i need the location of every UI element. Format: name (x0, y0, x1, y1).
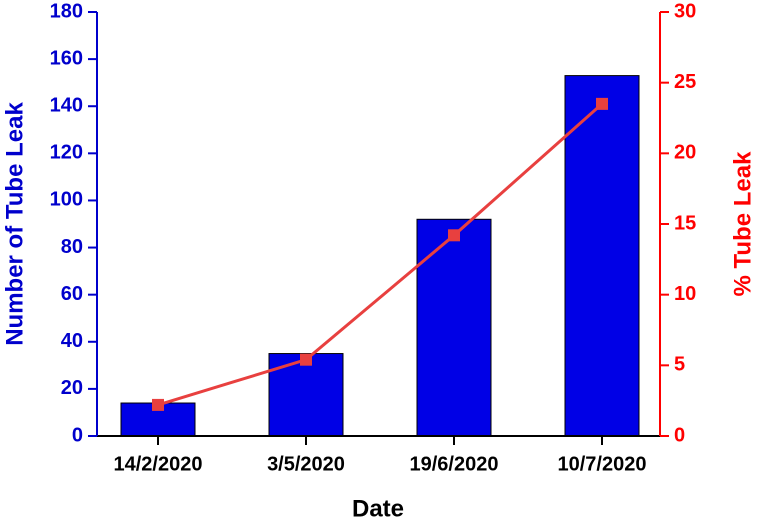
y2-tick-label: 5 (674, 354, 685, 376)
y-tick-label: 100 (50, 189, 83, 211)
y2-tick-label: 30 (674, 0, 696, 22)
y2-tick-label: 20 (674, 142, 696, 164)
x-axis-title: Date (352, 495, 404, 521)
marker (448, 229, 460, 242)
bar (564, 75, 640, 437)
line (157, 102, 603, 407)
bar (416, 218, 492, 437)
y-tick-label: 20 (61, 377, 83, 399)
y-tick-label: 0 (72, 424, 83, 446)
x-tick-label: 3/5/2020 (267, 453, 345, 475)
x-tick-label: 10/7/2020 (558, 453, 647, 475)
y2-tick-label: 10 (674, 283, 696, 305)
x-tick-label: 14/2/2020 (114, 453, 203, 475)
y-tick-label: 60 (61, 283, 83, 305)
y2-tick-label: 15 (674, 212, 696, 234)
y-tick-label: 80 (61, 236, 83, 258)
y2-tick-label: 25 (674, 71, 696, 93)
y-tick-label: 160 (50, 47, 83, 69)
y-tick-label: 140 (50, 95, 83, 117)
y2-tick-label: 0 (674, 424, 685, 446)
y-axis-title: Number of Tube Leak (1, 102, 28, 346)
marker (596, 97, 608, 110)
y2-axis-title: % Tube Leak (729, 151, 756, 297)
y-tick-label: 180 (50, 0, 83, 22)
bar (268, 353, 344, 437)
marker (152, 398, 164, 411)
marker (300, 353, 312, 366)
y-tick-label: 40 (61, 330, 83, 352)
x-tick-label: 19/6/2020 (410, 453, 499, 475)
y-tick-label: 120 (50, 142, 83, 164)
